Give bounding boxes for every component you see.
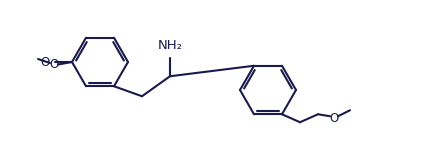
Text: NH₂: NH₂ [157,39,182,52]
Text: O: O [41,56,50,69]
Text: O: O [49,57,59,71]
Text: O: O [330,112,338,125]
